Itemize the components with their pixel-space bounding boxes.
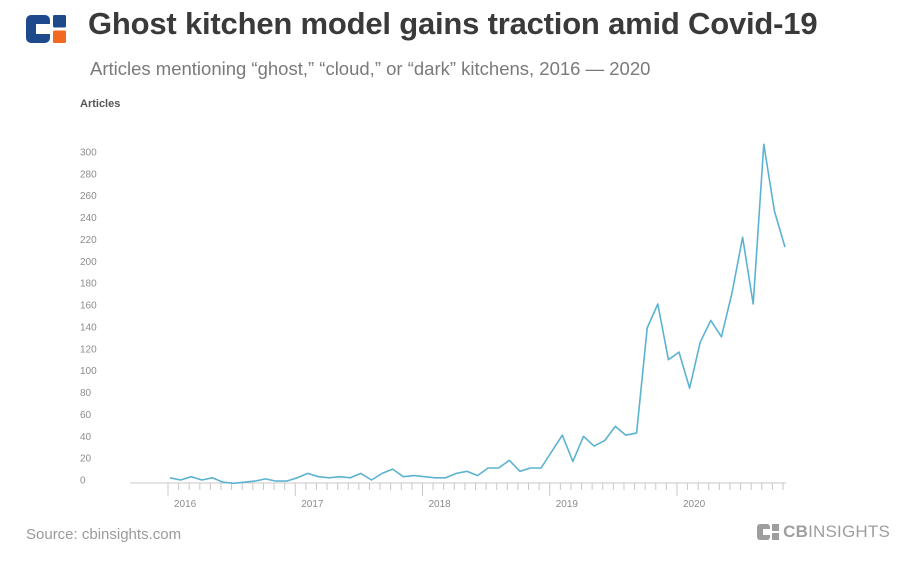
y-axis-label: Articles [80,98,120,110]
cb-brand-mark-icon [757,524,780,540]
cb-insights-logo-icon [26,15,66,43]
x-tick-label: 2016 [174,499,197,510]
y-tick-label: 240 [80,213,97,224]
y-tick-label: 140 [80,322,97,333]
x-tick-label: 2020 [683,499,706,510]
y-tick-label: 180 [80,279,97,290]
y-tick-label: 220 [80,235,97,246]
y-tick-label: 80 [80,388,92,399]
x-tick-label: 2018 [428,499,451,510]
y-tick-label: 260 [80,191,97,202]
y-tick-label: 40 [80,432,92,443]
y-tick-label: 200 [80,257,97,268]
source-note: Source: cbinsights.com [26,526,182,543]
cb-insights-brand: CBINSIGHTS [757,522,890,542]
y-tick-label: 120 [80,344,97,355]
y-tick-label: 160 [80,301,97,312]
y-tick-label: 60 [80,410,92,421]
chart-title: Ghost kitchen model gains traction amid … [88,6,818,41]
x-tick-label: 2017 [301,499,324,510]
y-tick-label: 100 [80,366,97,377]
brand-wordmark: CBINSIGHTS [783,522,890,541]
y-tick-label: 280 [80,169,97,180]
chart-subtitle: Articles mentioning “ghost,” “cloud,” or… [90,58,651,79]
x-tick-label: 2019 [556,499,579,510]
y-tick-label: 300 [80,148,97,159]
series-line [169,143,786,485]
y-tick-label: 0 [80,476,86,487]
y-tick-label: 20 [80,454,92,465]
